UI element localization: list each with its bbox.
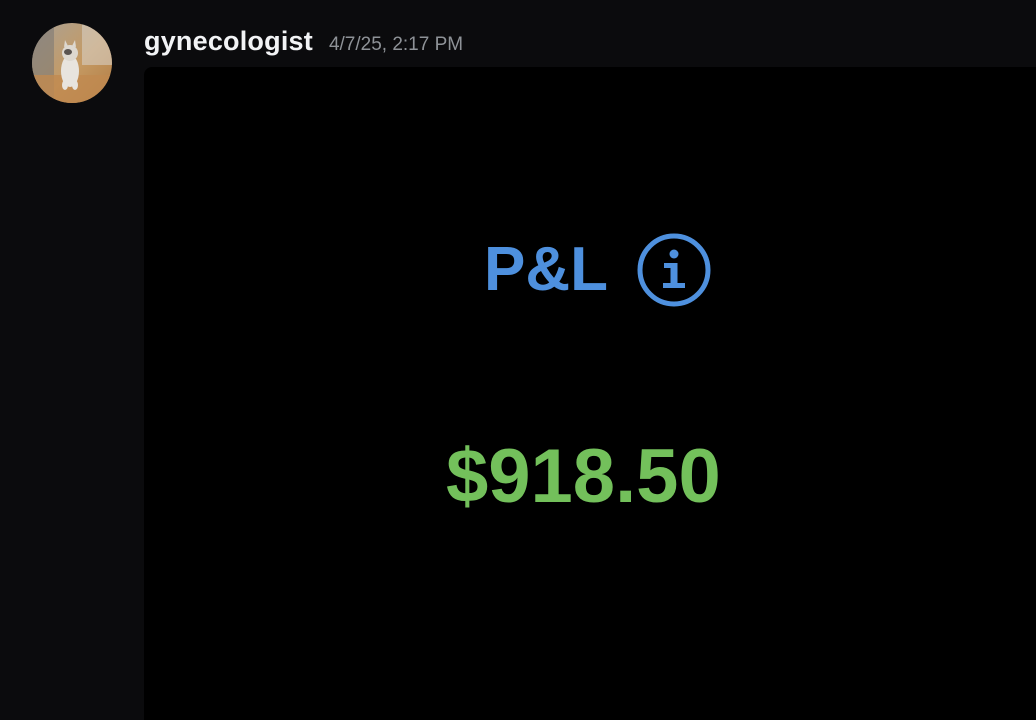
info-circle-icon (637, 233, 711, 307)
cat-photo-avatar-icon (32, 23, 112, 103)
message-header: gynecologist 4/7/25, 2:17 PM (144, 26, 463, 60)
pl-label: P&L (484, 235, 608, 304)
username[interactable]: gynecologist (144, 26, 313, 56)
pl-value: $918.50 (446, 434, 721, 519)
user-avatar[interactable] (32, 23, 112, 103)
message-timestamp[interactable]: 4/7/25, 2:17 PM (328, 34, 464, 55)
image-attachment[interactable]: P&L $918.50 (144, 67, 1036, 720)
pl-heading: P&L (484, 232, 712, 308)
